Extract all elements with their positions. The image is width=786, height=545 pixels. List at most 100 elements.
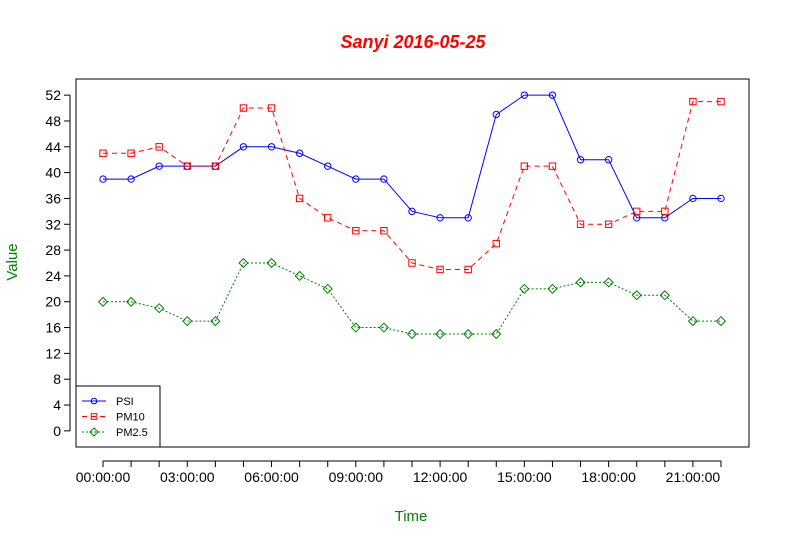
data-point-pm25 — [322, 283, 333, 294]
y-tick-label: 52 — [45, 87, 61, 103]
data-point-psi — [689, 194, 697, 203]
data-point-psi — [239, 143, 248, 151]
data-point-pm10 — [352, 227, 360, 235]
data-point-psi — [492, 110, 500, 119]
x-tick-label: 06:00:00 — [244, 469, 299, 485]
data-point-psi — [436, 214, 444, 222]
y-tick-label: 32 — [45, 216, 61, 232]
data-point-pm25 — [266, 257, 277, 269]
data-point-psi — [127, 175, 135, 183]
data-point-psi — [520, 91, 529, 99]
data-point-pm25 — [463, 328, 474, 340]
data-point-pm10 — [267, 104, 276, 112]
data-point-pm10 — [155, 143, 163, 151]
x-axis-label: Time — [395, 508, 428, 525]
data-point-pm10 — [576, 220, 585, 228]
y-axis-label: Value — [4, 243, 21, 280]
y-tick-label: 24 — [45, 268, 61, 284]
data-point-pm10 — [604, 220, 613, 228]
x-tick-label: 12:00:00 — [413, 469, 468, 485]
data-point-pm25 — [350, 322, 361, 333]
series-line-pm25 — [103, 262, 721, 335]
data-point-pm10 — [211, 162, 220, 170]
data-point-psi — [604, 156, 613, 164]
data-point-pm10 — [633, 207, 641, 216]
data-point-pm25 — [659, 290, 670, 301]
legend-box — [75, 385, 161, 448]
data-point-pm25 — [434, 328, 446, 340]
data-point-pm25 — [294, 270, 305, 282]
x-tick-label: 18:00:00 — [581, 469, 636, 485]
data-point-pm10 — [99, 149, 107, 157]
legend-label-pm25: PM2.5 — [116, 427, 148, 439]
data-point-psi — [155, 162, 163, 170]
y-tick-label: 4 — [53, 397, 61, 413]
data-point-pm25 — [210, 315, 221, 327]
data-point-pm25 — [125, 296, 137, 307]
data-point-pm25 — [519, 283, 530, 294]
data-point-pm10 — [127, 149, 135, 157]
x-tick-label: 09:00:00 — [329, 469, 384, 485]
data-point-pm10 — [661, 207, 669, 216]
legend-marker-psi — [90, 397, 98, 405]
legend-marker-pm25 — [89, 427, 99, 437]
legend-marker-pm10 — [90, 413, 98, 420]
data-point-psi — [464, 214, 472, 222]
data-point-pm10 — [183, 162, 191, 170]
series-line-pm10 — [103, 101, 721, 270]
data-point-pm25 — [154, 303, 165, 314]
y-tick-label: 16 — [45, 320, 61, 336]
data-point-pm10 — [689, 97, 697, 106]
y-tick-label: 40 — [45, 165, 61, 181]
data-point-pm25 — [575, 277, 586, 288]
data-point-pm25 — [378, 322, 390, 333]
data-point-psi — [352, 175, 360, 183]
data-point-psi — [380, 175, 388, 183]
data-point-psi — [576, 156, 585, 164]
data-point-pm10 — [717, 97, 725, 106]
y-tick-label: 20 — [45, 294, 61, 310]
data-point-pm25 — [631, 290, 642, 301]
data-point-psi — [324, 162, 332, 170]
data-point-psi — [717, 194, 725, 203]
x-tick-label: 00:00:00 — [76, 469, 131, 485]
x-tick-label: 15:00:00 — [497, 469, 552, 485]
chart-title: Sanyi 2016-05-25 — [340, 32, 486, 52]
data-point-pm25 — [406, 328, 418, 340]
data-point-psi — [267, 143, 276, 151]
data-point-psi — [548, 91, 557, 99]
data-point-pm10 — [324, 214, 332, 222]
data-point-pm25 — [491, 328, 502, 340]
y-tick-label: 8 — [53, 371, 61, 387]
data-point-pm25 — [687, 315, 699, 327]
data-point-pm25 — [238, 257, 249, 269]
plot-frame — [75, 78, 750, 448]
data-point-pm10 — [380, 227, 388, 235]
y-tick-label: 12 — [45, 345, 61, 361]
data-point-pm10 — [408, 259, 416, 267]
data-point-psi — [408, 207, 416, 216]
x-tick-label: 03:00:00 — [160, 469, 215, 485]
data-point-pm10 — [492, 239, 500, 248]
y-tick-label: 28 — [45, 242, 61, 258]
y-tick-label: 36 — [45, 190, 61, 206]
data-point-pm10 — [548, 162, 557, 170]
legend-label-psi: PSI — [116, 396, 134, 408]
data-point-pm25 — [715, 315, 727, 327]
data-point-pm10 — [520, 162, 529, 170]
series-line-psi — [103, 94, 721, 219]
y-tick-label: 0 — [53, 423, 61, 439]
data-point-pm25 — [97, 296, 109, 307]
data-point-psi — [295, 149, 304, 157]
data-point-pm10 — [436, 265, 444, 274]
data-point-psi — [99, 175, 107, 183]
data-point-pm10 — [295, 194, 304, 203]
legend-label-pm10: PM10 — [116, 412, 145, 424]
data-point-pm25 — [547, 283, 558, 294]
data-point-pm25 — [603, 277, 614, 288]
data-point-pm10 — [464, 265, 472, 274]
data-point-pm25 — [182, 315, 193, 327]
data-point-pm10 — [239, 104, 248, 112]
x-tick-label: 21:00:00 — [666, 469, 721, 485]
